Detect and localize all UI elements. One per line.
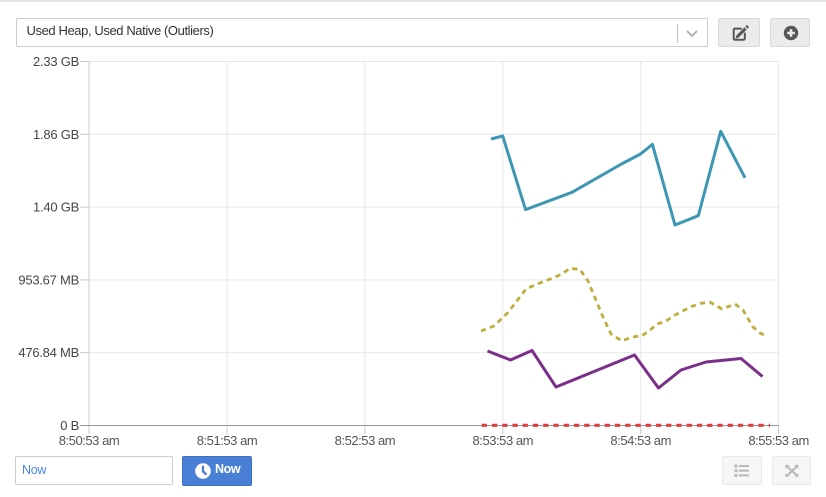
svg-text:476.84 MB: 476.84 MB	[18, 345, 79, 360]
svg-text:8:51:53 am: 8:51:53 am	[197, 433, 258, 448]
svg-text:8:52:53 am: 8:52:53 am	[335, 433, 396, 448]
svg-text:8:54:53 am: 8:54:53 am	[610, 433, 671, 448]
svg-text:2.33 GB: 2.33 GB	[33, 54, 79, 69]
svg-text:953.67 MB: 953.67 MB	[18, 272, 79, 287]
svg-text:8:53:53 am: 8:53:53 am	[473, 433, 534, 448]
svg-text:8:50:53 am: 8:50:53 am	[59, 433, 120, 448]
svg-text:1.40 GB: 1.40 GB	[33, 200, 79, 215]
svg-text:8:55:53 am: 8:55:53 am	[748, 433, 809, 448]
svg-text:0 B: 0 B	[60, 418, 79, 433]
svg-text:1.86 GB: 1.86 GB	[33, 127, 79, 142]
